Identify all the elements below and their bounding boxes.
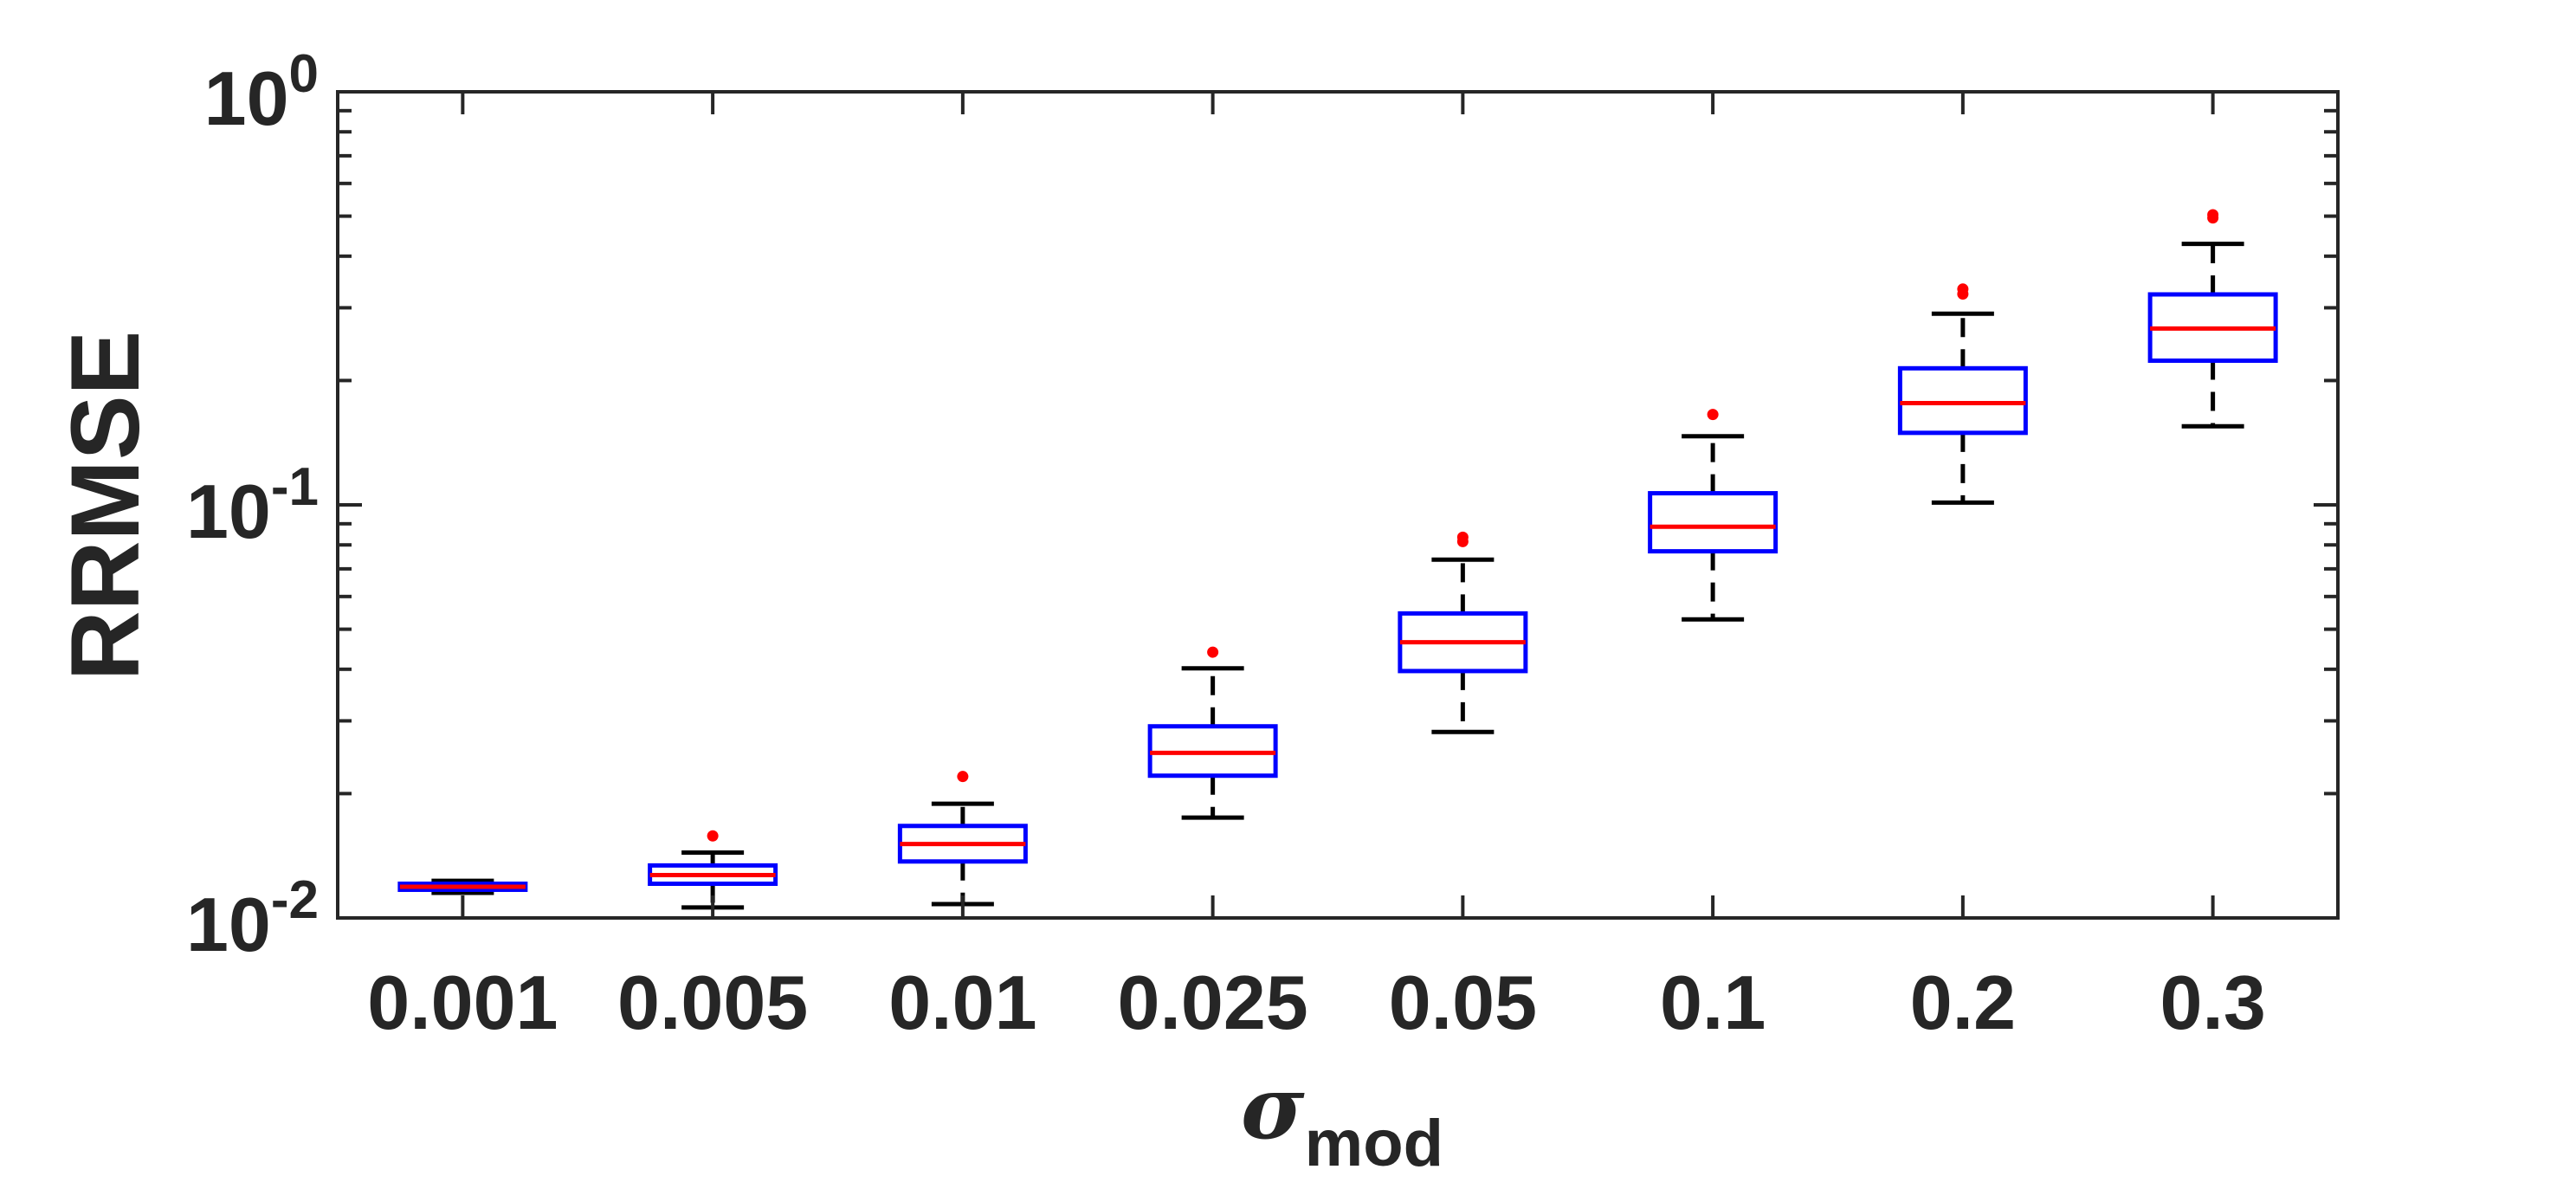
y-tick-label-base: 10 [204, 55, 289, 141]
y-tick-label: 10-1 [186, 457, 319, 554]
x-tick-label: 0.001 [367, 960, 558, 1045]
y-tick-label-exponent: -2 [271, 870, 319, 930]
box-group-0.001 [397, 878, 528, 895]
x-tick-label: 0.005 [617, 960, 808, 1045]
y-tick-label-exponent: 0 [289, 44, 319, 104]
x-axis-label-subscript: mod [1305, 1107, 1443, 1180]
y-tick-label-exponent: -1 [271, 457, 319, 517]
box-group-0.05 [1398, 531, 1528, 734]
y-axis-label: RRMSE [51, 331, 159, 681]
x-tick-label: 0.3 [2160, 960, 2265, 1045]
y-tick-label: 10-2 [186, 870, 319, 967]
outlier-point [957, 771, 969, 783]
box-group-0.3 [2147, 209, 2278, 429]
box-iqr [1897, 365, 2028, 436]
outlier-point [1707, 409, 1719, 421]
outlier-point [1207, 646, 1219, 658]
x-tick-label: 0.2 [1910, 960, 2016, 1045]
outlier-point [1957, 283, 1969, 295]
outlier-point [2207, 209, 2219, 221]
x-axis-label-symbol: σ [1241, 1057, 1305, 1159]
outlier-point [707, 830, 719, 842]
x-tick-label: 0.05 [1389, 960, 1537, 1045]
box-iqr [1648, 491, 1779, 554]
y-tick-label-base: 10 [186, 468, 271, 554]
outlier-point [1456, 531, 1469, 543]
y-tick-label: 100 [204, 44, 319, 141]
axis-labels: RRMSE σmod [51, 331, 1443, 1180]
box-group-0.1 [1648, 409, 1779, 622]
x-tick-label: 0.1 [1660, 960, 1766, 1045]
x-tick-label: 0.025 [1118, 960, 1308, 1045]
box-group-0.2 [1897, 283, 2028, 505]
x-axis-label: σmod [1241, 1057, 1443, 1180]
y-tick-label-base: 10 [186, 882, 271, 967]
x-tick-label: 0.01 [888, 960, 1036, 1045]
box-group-0.025 [1147, 646, 1278, 820]
